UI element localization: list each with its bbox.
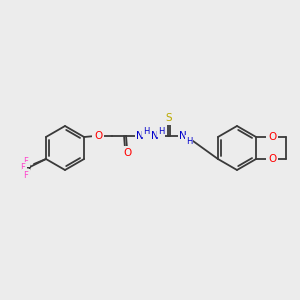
Text: H: H xyxy=(158,127,164,136)
Text: O: O xyxy=(123,148,131,158)
Text: H: H xyxy=(143,127,149,136)
Text: F: F xyxy=(23,157,28,166)
Text: O: O xyxy=(268,154,276,164)
Text: N: N xyxy=(151,131,159,141)
Text: F: F xyxy=(23,170,28,179)
Text: S: S xyxy=(166,113,172,123)
Text: F: F xyxy=(20,164,26,172)
Text: N: N xyxy=(136,131,144,141)
Text: N: N xyxy=(179,131,187,141)
Text: O: O xyxy=(94,131,102,141)
Text: H: H xyxy=(186,136,192,146)
Text: O: O xyxy=(268,132,276,142)
